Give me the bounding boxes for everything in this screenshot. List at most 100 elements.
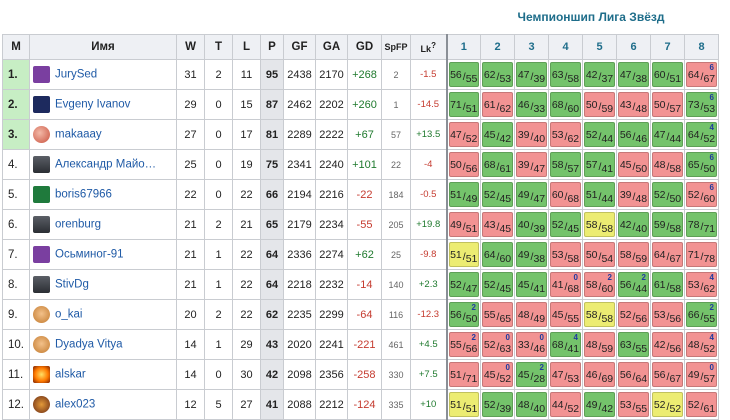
player-name-link[interactable]: o_kai (55, 308, 83, 321)
player-cell[interactable]: boris67966 (29, 179, 177, 210)
player-avatar[interactable] (33, 66, 50, 83)
match-result[interactable]: 47/52 (448, 122, 479, 147)
match-result[interactable]: 51/51 (448, 242, 479, 267)
player-name-link[interactable]: Александр Майо… (55, 158, 157, 171)
match-result[interactable]: 56/55 (448, 62, 479, 87)
match-result[interactable]: 68/60 (550, 92, 581, 117)
match-result[interactable]: 56/64 (618, 362, 649, 387)
match-result[interactable]: 55/65 (482, 302, 513, 327)
match-result[interactable]: 71/51 (448, 92, 479, 117)
match-result[interactable]: 53/55 (618, 392, 649, 417)
header-goals-for[interactable]: GF (283, 34, 316, 60)
match-result[interactable]: 58/58 (584, 302, 615, 327)
lk-help-icon[interactable]: ? (431, 40, 436, 50)
header-goals-against[interactable]: GA (315, 34, 348, 60)
player-name-link[interactable]: orenburg (55, 218, 102, 231)
match-result[interactable]: 64/67 6 (686, 62, 717, 87)
match-result[interactable]: 47/44 (652, 122, 683, 147)
player-name-link[interactable]: Dyadya Vitya (55, 338, 123, 351)
player-avatar[interactable] (33, 366, 50, 383)
player-cell[interactable]: makaaay (29, 119, 177, 150)
player-avatar[interactable] (33, 276, 50, 293)
match-result[interactable]: 65/50 6 (686, 152, 717, 177)
header-goal-diff[interactable]: GD (347, 34, 382, 60)
match-result[interactable]: 52/39 (482, 392, 513, 417)
match-result[interactable]: 64/60 (482, 242, 513, 267)
match-result[interactable]: 73/53 6 (686, 92, 717, 117)
match-result[interactable]: 63/55 (618, 332, 649, 357)
match-result[interactable]: 40/39 (516, 212, 547, 237)
player-cell[interactable]: Evgeny Ivanov (29, 89, 177, 120)
header-ties[interactable]: T (204, 34, 233, 60)
match-result[interactable]: 56/67 (652, 362, 683, 387)
match-result[interactable]: 44/52 (550, 392, 581, 417)
match-result[interactable]: 59/58 (652, 212, 683, 237)
match-result[interactable]: 71/78 (686, 242, 717, 267)
match-result[interactable]: 39/48 (618, 182, 649, 207)
match-result[interactable]: 52/45 (482, 182, 513, 207)
match-result[interactable]: 51/71 (448, 362, 479, 387)
header-rank[interactable]: M (2, 34, 30, 60)
match-result[interactable]: 46/69 (584, 362, 615, 387)
match-result[interactable]: 58/60 2 (584, 272, 615, 297)
match-result[interactable]: 49/47 (516, 182, 547, 207)
match-result[interactable]: 50/56 (448, 152, 479, 177)
header-lk[interactable]: Lk? (410, 34, 448, 60)
match-result[interactable]: 53/62 4 (686, 272, 717, 297)
match-result[interactable]: 52/56 (618, 302, 649, 327)
match-result[interactable]: 50/59 (584, 92, 615, 117)
player-cell[interactable]: Dyadya Vitya (29, 329, 177, 360)
match-result[interactable]: 39/40 (516, 122, 547, 147)
match-result[interactable]: 43/45 (482, 212, 513, 237)
match-result[interactable]: 46/33 (516, 92, 547, 117)
match-result[interactable]: 53/56 (652, 302, 683, 327)
header-points[interactable]: P (260, 34, 284, 60)
match-result[interactable]: 33/46 0 (516, 332, 547, 357)
match-result[interactable]: 62/53 (482, 62, 513, 87)
match-result[interactable]: 52/61 (686, 392, 717, 417)
match-result[interactable]: 48/52 4 (686, 332, 717, 357)
match-result[interactable]: 61/62 (482, 92, 513, 117)
match-result[interactable]: 53/58 (550, 242, 581, 267)
match-result[interactable]: 55/56 2 (448, 332, 479, 357)
player-cell[interactable]: alex023 (29, 389, 177, 420)
player-cell[interactable]: JurySed (29, 59, 177, 90)
match-result[interactable]: 63/58 (550, 62, 581, 87)
player-avatar[interactable] (33, 396, 50, 413)
player-name-link[interactable]: JurySed (55, 68, 98, 81)
match-result[interactable]: 56/46 (618, 122, 649, 147)
player-avatar[interactable] (33, 336, 50, 353)
player-name-link[interactable]: boris67966 (55, 188, 112, 201)
player-name-link[interactable]: StivDg (55, 278, 89, 291)
match-result[interactable]: 66/55 2 (686, 302, 717, 327)
header-wins[interactable]: W (176, 34, 205, 60)
player-cell[interactable]: orenburg (29, 209, 177, 240)
match-result[interactable]: 57/41 (584, 152, 615, 177)
match-result[interactable]: 42/37 (584, 62, 615, 87)
player-avatar[interactable] (33, 306, 50, 323)
player-name-link[interactable]: alex023 (55, 398, 96, 411)
match-result[interactable]: 60/68 (550, 182, 581, 207)
player-cell[interactable]: Осьминог-91 (29, 239, 177, 270)
match-result[interactable]: 53/62 (550, 122, 581, 147)
match-result[interactable]: 45/52 0 (482, 362, 513, 387)
player-cell[interactable]: StivDg (29, 269, 177, 300)
match-result[interactable]: 45/50 (618, 152, 649, 177)
player-avatar[interactable] (33, 156, 50, 173)
player-name-link[interactable]: makaaay (55, 128, 102, 141)
match-result[interactable]: 48/40 (516, 392, 547, 417)
match-result[interactable]: 47/38 (618, 62, 649, 87)
match-result[interactable]: 51/51 (448, 392, 479, 417)
match-result[interactable]: 47/53 (550, 362, 581, 387)
match-result[interactable]: 52/45 (550, 212, 581, 237)
match-result[interactable]: 52/45 (482, 272, 513, 297)
match-result[interactable]: 50/54 (584, 242, 615, 267)
match-result[interactable]: 48/49 (516, 302, 547, 327)
match-result[interactable]: 58/58 (584, 212, 615, 237)
match-result[interactable]: 49/42 (584, 392, 615, 417)
player-cell[interactable]: o_kai (29, 299, 177, 330)
header-spfp[interactable]: SpFP (381, 34, 411, 60)
match-result[interactable]: 68/41 4 (550, 332, 581, 357)
match-result[interactable]: 52/47 (448, 272, 479, 297)
match-result[interactable]: 49/51 (448, 212, 479, 237)
